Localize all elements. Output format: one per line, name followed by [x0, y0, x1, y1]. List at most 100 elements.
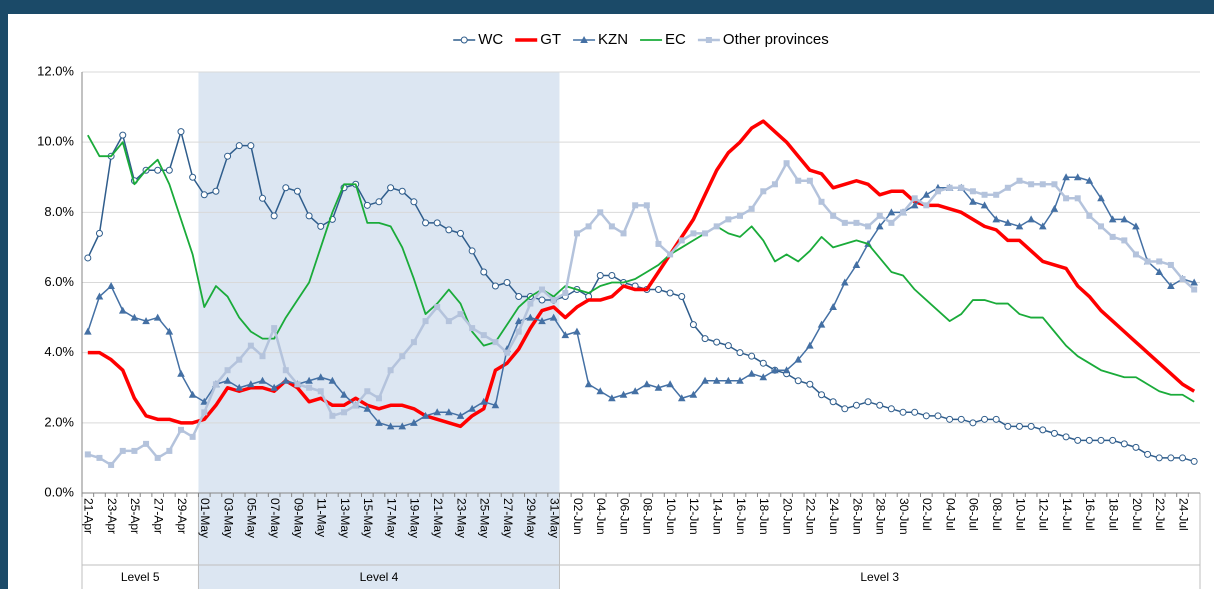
data-point	[1062, 173, 1070, 181]
data-point	[1004, 422, 1012, 430]
x-tick-label: 15-May	[361, 498, 375, 538]
data-point	[375, 418, 383, 426]
data-point	[1015, 422, 1023, 430]
x-tick-label: 13-May	[338, 498, 352, 538]
x-tick-label: 16-Jun	[734, 498, 748, 535]
data-point	[1179, 454, 1187, 462]
data-point	[666, 380, 674, 388]
data-point	[84, 254, 92, 262]
data-point	[666, 289, 674, 297]
data-point	[992, 215, 1000, 223]
data-point	[655, 240, 662, 247]
data-point	[236, 356, 243, 363]
x-tick-label: 24-Jun	[827, 498, 841, 535]
data-point	[1039, 181, 1046, 188]
data-point	[177, 128, 185, 136]
x-tick-label: 23-May	[454, 498, 468, 538]
data-point	[514, 317, 523, 325]
data-point	[713, 223, 720, 230]
x-tick-label: 04-Jun	[594, 498, 608, 535]
x-tick-label: 14-Jun	[711, 498, 725, 535]
data-point	[643, 380, 651, 388]
data-point	[853, 219, 860, 226]
data-point	[504, 349, 511, 356]
level-label: Level 5	[121, 570, 160, 584]
data-point	[410, 418, 418, 426]
data-point	[271, 325, 278, 332]
data-point	[527, 300, 534, 307]
data-point	[95, 229, 103, 237]
data-point	[340, 390, 348, 398]
data-point	[1132, 251, 1139, 258]
data-point	[526, 313, 535, 321]
data-point	[993, 191, 1000, 198]
data-point	[946, 184, 953, 191]
data-point	[538, 296, 546, 304]
x-tick-label: 06-Jul	[967, 498, 981, 531]
data-point	[468, 404, 476, 412]
data-point	[865, 223, 872, 230]
data-point	[282, 367, 289, 374]
data-point	[154, 454, 161, 461]
data-point	[1039, 426, 1047, 434]
data-point	[887, 208, 896, 216]
level-label: Level 4	[360, 570, 399, 584]
data-point	[212, 381, 219, 388]
data-point	[108, 461, 115, 468]
data-point	[794, 377, 802, 385]
data-point	[748, 352, 756, 360]
data-point	[981, 415, 989, 423]
data-point	[1156, 258, 1163, 265]
data-point	[1120, 215, 1129, 223]
data-point	[794, 355, 803, 363]
data-point	[829, 303, 837, 311]
data-point	[1027, 215, 1035, 223]
data-point	[1004, 184, 1011, 191]
data-point	[305, 376, 313, 384]
data-point	[189, 433, 196, 440]
data-point	[387, 184, 395, 192]
data-point	[573, 230, 580, 237]
data-point	[200, 397, 209, 405]
data-point	[410, 339, 417, 346]
data-point	[1191, 286, 1198, 293]
data-point	[1097, 194, 1105, 202]
data-point	[1050, 204, 1059, 212]
data-point	[398, 422, 407, 430]
data-point	[422, 219, 430, 227]
data-point	[130, 313, 139, 321]
data-point	[165, 327, 174, 335]
data-point	[1016, 177, 1023, 184]
data-point	[736, 349, 744, 357]
data-point	[736, 212, 743, 219]
data-point	[329, 412, 336, 419]
legend-label: WC	[478, 31, 503, 48]
data-point	[539, 286, 546, 293]
legend: WC GT KZN EC Other provinces	[453, 31, 829, 48]
data-point	[677, 394, 686, 402]
data-point	[421, 411, 430, 419]
data-point	[562, 290, 569, 297]
x-tick-label: 27-Apr	[152, 498, 166, 534]
data-point	[201, 409, 208, 416]
data-point	[654, 286, 662, 294]
level-shade	[198, 72, 560, 589]
data-point	[1073, 173, 1082, 181]
x-tick-label: 19-May	[408, 498, 422, 538]
series-line	[87, 134, 1195, 403]
x-tick-label: 22-Jun	[804, 498, 818, 535]
y-tick-label: 10.0%	[37, 134, 74, 149]
data-point	[270, 383, 278, 391]
data-point	[131, 447, 138, 454]
data-point	[538, 317, 546, 325]
data-point	[270, 212, 278, 220]
data-point	[678, 293, 686, 301]
data-point	[1108, 215, 1117, 223]
data-point	[1190, 457, 1198, 465]
data-point	[620, 230, 627, 237]
data-point	[585, 223, 592, 230]
data-point	[795, 177, 802, 184]
data-point	[876, 212, 883, 219]
data-point	[457, 311, 464, 318]
data-point	[1120, 440, 1128, 448]
